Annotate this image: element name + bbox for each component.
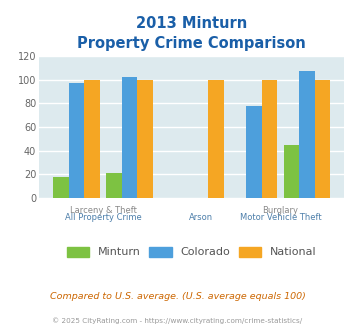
Legend: Minturn, Colorado, National: Minturn, Colorado, National xyxy=(63,243,320,261)
Bar xyxy=(284,145,299,198)
Bar xyxy=(53,177,69,198)
Text: All Property Crime: All Property Crime xyxy=(65,214,141,222)
Bar xyxy=(69,83,84,198)
Text: Compared to U.S. average. (U.S. average equals 100): Compared to U.S. average. (U.S. average … xyxy=(50,292,305,301)
Bar xyxy=(246,106,262,198)
Bar xyxy=(262,80,277,198)
Bar xyxy=(122,77,137,198)
Bar xyxy=(106,173,122,198)
Bar xyxy=(299,72,315,198)
Text: Arson: Arson xyxy=(189,214,213,222)
Text: © 2025 CityRating.com - https://www.cityrating.com/crime-statistics/: © 2025 CityRating.com - https://www.city… xyxy=(53,317,302,324)
Bar xyxy=(137,80,153,198)
Bar xyxy=(208,80,224,198)
Title: 2013 Minturn
Property Crime Comparison: 2013 Minturn Property Crime Comparison xyxy=(77,16,306,51)
Text: Burglary: Burglary xyxy=(262,206,299,215)
Bar xyxy=(315,80,331,198)
Bar xyxy=(84,80,100,198)
Text: Motor Vehicle Theft: Motor Vehicle Theft xyxy=(240,214,321,222)
Text: Larceny & Theft: Larceny & Theft xyxy=(70,206,136,215)
